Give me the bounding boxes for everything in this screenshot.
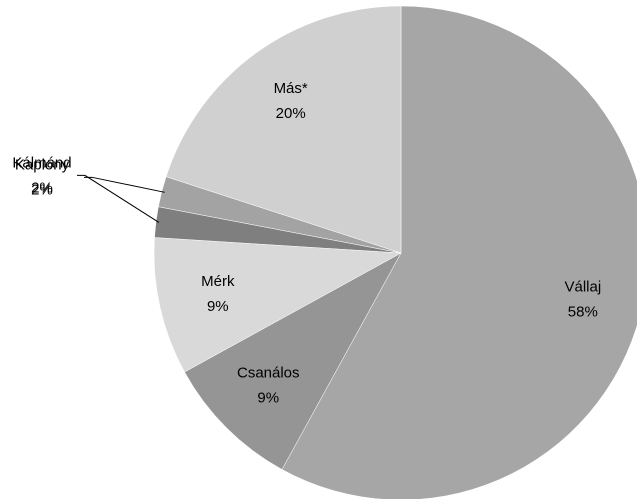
pie-slice xyxy=(281,5,637,499)
pie-slice xyxy=(184,252,402,470)
slice-label: Más* xyxy=(274,80,308,97)
slice-label: Kaplony xyxy=(15,156,70,173)
slice-value: 9% xyxy=(207,298,229,315)
leader-line xyxy=(77,174,160,223)
slice-label: Mérk xyxy=(201,273,235,290)
leader-line xyxy=(84,176,165,193)
slice-label: Vállaj xyxy=(564,279,601,296)
slice-label: Kálmánd xyxy=(12,154,71,171)
slice-value: 2% xyxy=(31,179,53,196)
pie-slice xyxy=(153,237,402,373)
slice-value: 2% xyxy=(31,181,53,198)
slice-value: 9% xyxy=(257,390,279,407)
slice-value: 20% xyxy=(276,105,306,122)
slice-value: 58% xyxy=(568,304,598,321)
pie-slice xyxy=(165,5,402,254)
slice-label: Csanálos xyxy=(237,365,300,382)
